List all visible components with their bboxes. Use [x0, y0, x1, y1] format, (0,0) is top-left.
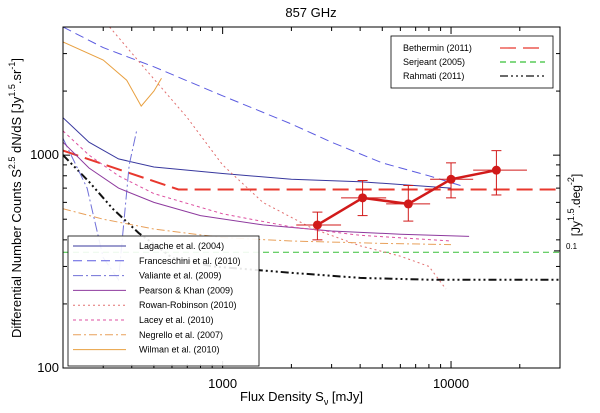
data-point: [491, 165, 501, 175]
bottom-legend: Lagache et al. (2004) Franceschini et al.…: [67, 235, 260, 367]
series-line-wilman-et-al-2010: [63, 41, 162, 107]
legend-label-serjeant-2005: Serjeant (2005): [403, 57, 465, 67]
legend-label-lacey-et-al-2010: Lacey et al. (2010): [139, 315, 214, 325]
legend-label-negrello-et-al-2007: Negrello et al. (2007): [139, 330, 223, 340]
series-line-rowan-robinson-2010: [109, 27, 447, 290]
chart-title: 857 GHz: [285, 5, 336, 20]
legend-label-franceschini-et-al-2010: Franceschini et al. (2010): [139, 256, 241, 266]
axis-ticks: 1000 10000 100 1000: [30, 26, 561, 391]
data-point: [358, 193, 368, 203]
x-tick-label: 1000: [208, 376, 237, 391]
series-line-pearson-khan-2009: [63, 141, 470, 237]
series-line-rahmati-2011: [63, 154, 560, 281]
legend-label-wilman-et-al-2010: Wilman et al. (2010): [139, 345, 220, 355]
y-tick-label: 1000: [30, 147, 59, 162]
top-legend: Bethermin (2011) Serjeant (2005) Rahmati (…: [390, 35, 554, 89]
series-line-franceschini-et-al-2010: [63, 27, 461, 186]
series-line-lagache-et-al-2004: [63, 117, 452, 189]
legend-label-lagache-et-al-2004: Lagache et al. (2004): [139, 241, 224, 251]
legend-label-rowan-robinson-2010: Rowan-Robinson (2010): [139, 300, 237, 310]
data-point: [312, 220, 322, 230]
series-line-lacey-et-al-2010: [63, 130, 452, 242]
x-tick-label: 10000: [433, 376, 469, 391]
legend-label-pearson-khan-2009: Pearson & Khan (2009): [139, 285, 233, 295]
data-point: [403, 199, 413, 209]
legend-label-rahmati-2011: Rahmati (2011): [403, 71, 464, 81]
right-axis-title: [Jy1.5.deg-2]: [566, 174, 583, 237]
x-axis-title: Flux Density Sν [mJy]: [240, 389, 363, 407]
right-axis-tick-label: 0.1: [566, 242, 578, 251]
y-tick-label: 100: [37, 360, 59, 375]
y-axis-title: Differential Number Counts S2.5 dN/dS [J…: [7, 58, 24, 338]
legend-label-valiante-et-al-2009: Valiante et al. (2009): [139, 271, 221, 281]
measured-data-layer: [296, 150, 527, 241]
plot-frame: [62, 26, 561, 369]
data-point: [446, 174, 456, 184]
bottom-legend-box: [67, 235, 260, 367]
legend-label-bethermin-2011: Bethermin (2011): [403, 43, 472, 53]
